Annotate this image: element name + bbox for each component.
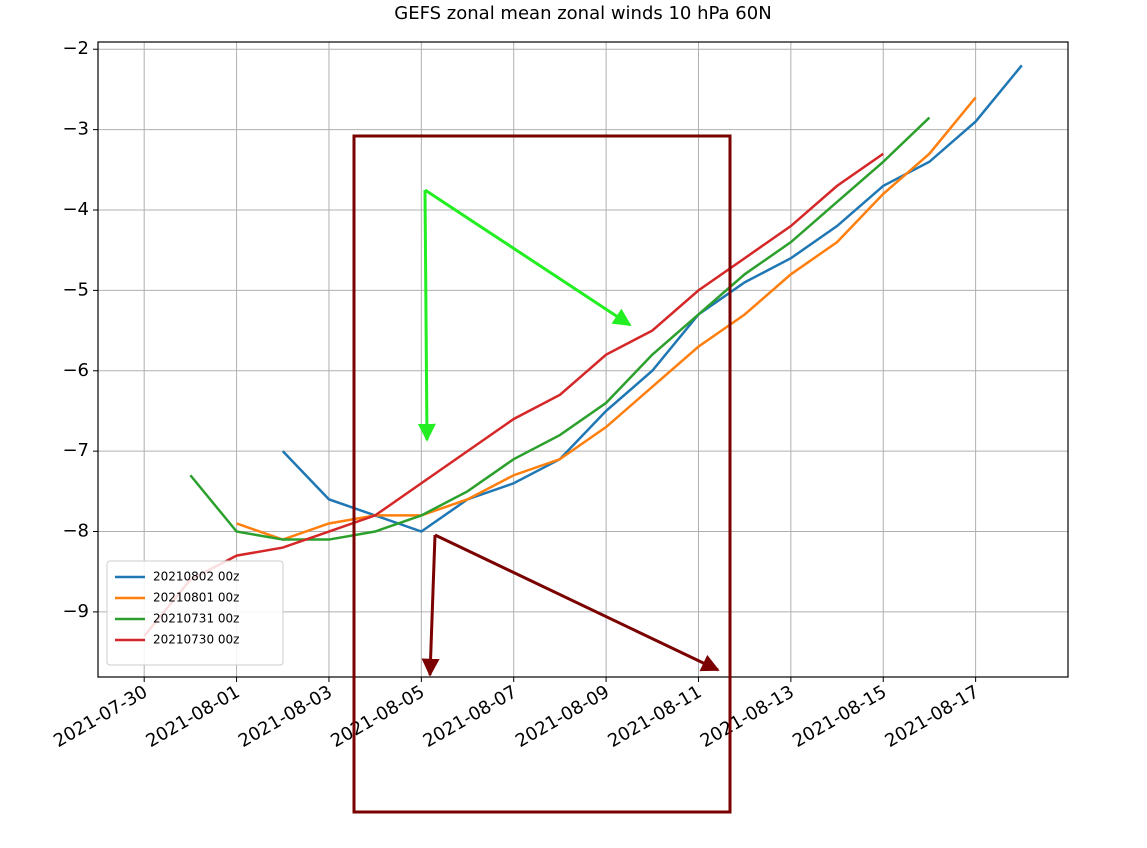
x-tick-label: 2021-08-15 (789, 681, 890, 751)
x-tick-label: 2021-08-09 (512, 681, 613, 751)
y-tick-label: −4 (62, 199, 89, 220)
y-tick-label: −2 (62, 38, 89, 59)
legend-label: 20210802 00z (153, 570, 239, 584)
chart-title: GEFS zonal mean zonal winds 10 hPa 60N (394, 3, 771, 24)
arrow (434, 533, 720, 672)
y-tick-label: −7 (62, 440, 89, 461)
x-tick-label: 2021-07-30 (50, 681, 151, 751)
highlight-box (352, 134, 732, 814)
legend-box (106, 560, 284, 666)
series-line (143, 152, 884, 637)
y-tick-label: −6 (62, 360, 89, 381)
arrow (421, 534, 440, 677)
y-tick-label: −3 (62, 119, 89, 140)
legend-label: 20210731 00z (153, 612, 239, 626)
arrow (417, 189, 436, 442)
y-tick-label: −5 (62, 279, 89, 300)
legend-label: 20210801 00z (153, 591, 239, 605)
x-tick-label: 2021-08-17 (882, 681, 983, 751)
series-line (189, 116, 931, 541)
x-tick-label: 2021-08-11 (604, 681, 705, 751)
y-tick-label: −8 (62, 521, 89, 542)
series-line (236, 96, 977, 541)
x-tick-label: 2021-08-01 (142, 681, 243, 751)
legend-label: 20210730 00z (153, 633, 239, 647)
arrow (424, 188, 632, 327)
series-line (281, 64, 1023, 533)
annotations (352, 134, 732, 814)
x-tick-label: 2021-08-05 (327, 681, 428, 751)
y-tick-label: −9 (62, 601, 89, 622)
x-tick-label: 2021-08-07 (420, 681, 521, 751)
x-tick-label: 2021-08-03 (235, 681, 336, 751)
plot-frame (97, 41, 1069, 678)
x-tick-label: 2021-08-13 (697, 681, 798, 751)
